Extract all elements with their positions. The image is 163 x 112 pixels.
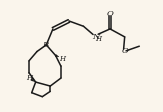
- Text: H: H: [59, 54, 65, 62]
- Polygon shape: [55, 55, 59, 57]
- Text: B: B: [42, 40, 48, 48]
- Text: O: O: [107, 10, 113, 18]
- Text: O: O: [121, 47, 128, 55]
- Text: N: N: [92, 32, 99, 40]
- Text: H: H: [26, 73, 32, 81]
- Text: H: H: [95, 34, 101, 42]
